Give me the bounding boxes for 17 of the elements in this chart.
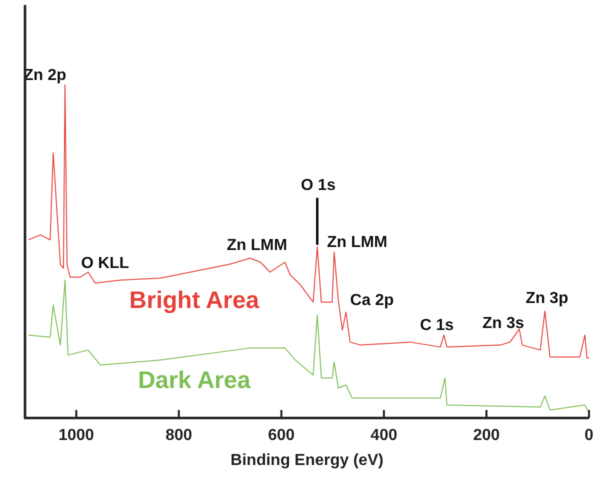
x-tick-label: 200 bbox=[473, 427, 500, 444]
annotation: Ca 2p bbox=[350, 292, 394, 310]
x-tick-label: 800 bbox=[165, 427, 192, 444]
x-axis-title: Binding Energy (eV) bbox=[230, 452, 384, 469]
annotation: Zn 3s bbox=[482, 315, 524, 332]
x-tick-label: 0 bbox=[584, 427, 594, 444]
annotation: Zn LMM bbox=[226, 237, 288, 254]
x-tick-label: 400 bbox=[370, 427, 398, 444]
annotation: O KLL bbox=[81, 255, 130, 272]
annotation: C 1s bbox=[420, 317, 454, 334]
x-tick-label: 1000 bbox=[58, 427, 94, 444]
series-label: Dark Area bbox=[138, 367, 252, 394]
annotation: O 1s bbox=[300, 176, 336, 194]
series-label: Bright Area bbox=[129, 287, 260, 314]
x-tick-label: 600 bbox=[268, 427, 295, 444]
annotation: Zn LMM bbox=[326, 234, 388, 252]
annotation: Zn 3p bbox=[526, 290, 568, 308]
